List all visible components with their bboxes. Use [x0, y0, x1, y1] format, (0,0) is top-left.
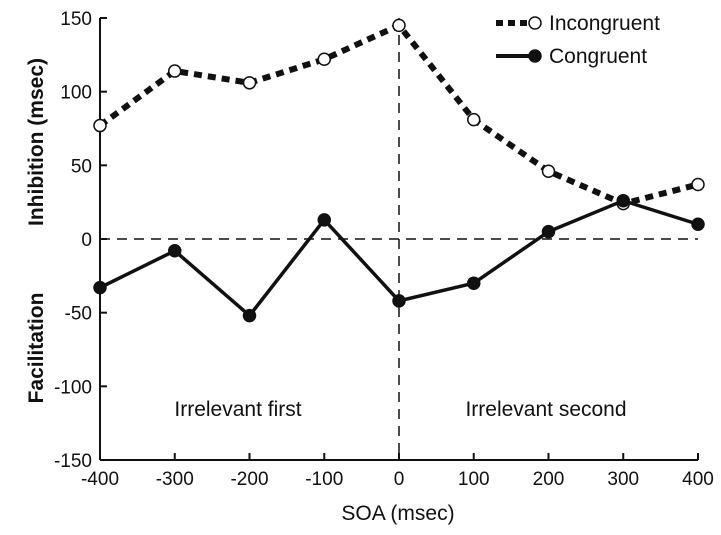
y-tick-label: 0	[81, 230, 92, 251]
reference-lines	[100, 18, 698, 460]
data-point-congruent	[616, 193, 630, 208]
data-point-congruent	[541, 224, 556, 239]
y-axis-label-inhibition: Inhibition (msec)	[25, 58, 48, 226]
y-tick-label: -100	[54, 377, 92, 398]
x-tick-label: 400	[682, 469, 714, 490]
x-tick-label: -400	[81, 469, 119, 490]
y-tick-label: -150	[54, 451, 92, 472]
series-group	[93, 18, 705, 323]
legend-congruent-label: Congruent	[549, 45, 647, 68]
data-point-incongruent	[168, 64, 182, 78]
y-tick-label: 50	[71, 156, 92, 177]
data-point-congruent	[317, 213, 331, 227]
data-point-incongruent	[317, 52, 331, 67]
data-point-congruent	[392, 294, 406, 308]
data-point-congruent	[467, 276, 481, 290]
data-point-congruent	[691, 217, 705, 232]
annotation-irrelevant-second: Irrelevant second	[465, 398, 626, 421]
x-tick-label: 200	[533, 469, 565, 490]
data-point-congruent	[93, 280, 107, 295]
x-axis-label: SOA (msec)	[341, 502, 454, 525]
annotation-irrelevant-first: Irrelevant first	[174, 398, 301, 421]
x-tick-label: -300	[156, 469, 194, 490]
y-tick-label: 150	[60, 9, 92, 30]
data-point-incongruent	[541, 164, 556, 178]
tick-labels: -150 -100 -50 0 50 100 150 -400 -300 -200 -100 0 100…	[54, 9, 714, 490]
x-tick-label: -100	[305, 469, 343, 490]
x-tick-label: 100	[458, 469, 490, 490]
data-point-incongruent	[93, 118, 107, 133]
data-point-incongruent	[467, 112, 481, 127]
x-tick-label: 300	[607, 469, 639, 490]
legend-congruent-marker	[528, 49, 542, 63]
legend-incongruent-label: Incongruent	[549, 12, 660, 35]
legend-item-congruent: Congruent	[496, 45, 647, 68]
data-point-incongruent	[691, 177, 705, 192]
data-point-congruent	[242, 308, 257, 323]
legend-incongruent-marker	[528, 16, 542, 30]
y-tick-label: -50	[65, 304, 92, 325]
data-point-incongruent	[242, 76, 257, 90]
data-point-incongruent	[392, 18, 406, 33]
y-axis-label-facilitation: Facilitation	[25, 293, 48, 404]
legend-item-incongruent: Incongruent	[496, 12, 660, 35]
y-tick-label: 100	[60, 83, 92, 104]
legend: Incongruent Congruent	[496, 12, 660, 68]
x-tick-label: -200	[230, 469, 268, 490]
x-tick-label: 0	[394, 469, 405, 490]
data-point-congruent	[168, 244, 182, 258]
